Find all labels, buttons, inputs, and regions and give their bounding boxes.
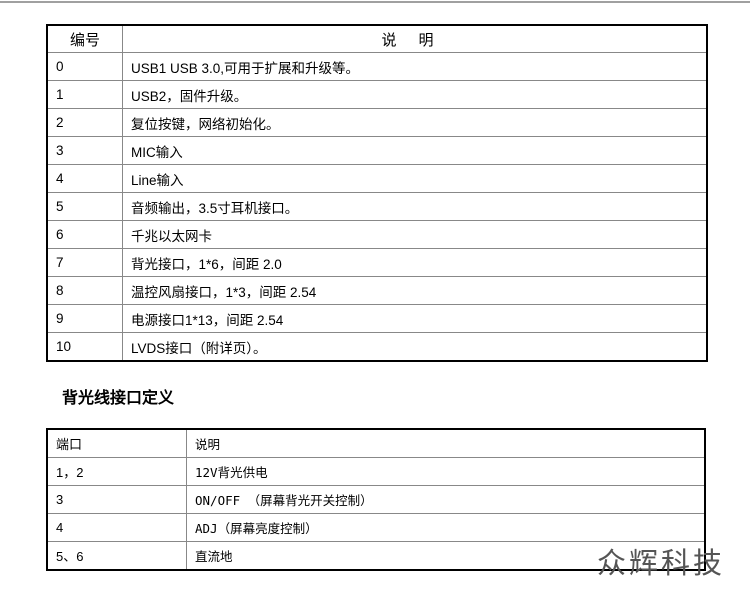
table-row: 8 温控风扇接口，1*3，间距 2.54 bbox=[46, 276, 708, 305]
table-row: 5、6 直流地 bbox=[46, 541, 706, 571]
id-cell: 5 bbox=[46, 192, 123, 221]
id-cell: 编号 bbox=[46, 24, 123, 53]
id-cell: 端口 bbox=[46, 428, 187, 458]
description-cell: USB1 USB 3.0,可用于扩展和升级等。 bbox=[122, 52, 708, 81]
section-title: 背光线接口定义 bbox=[62, 390, 175, 407]
table-row: 2 复位按键，网络初始化。 bbox=[46, 108, 708, 137]
table-row: 1，2 12V背光供电 bbox=[46, 457, 706, 486]
description-cell: ADJ（屏幕亮度控制） bbox=[186, 513, 706, 542]
id-cell: 6 bbox=[46, 220, 123, 249]
id-cell: 7 bbox=[46, 248, 123, 277]
id-cell: 9 bbox=[46, 304, 123, 333]
table-row: 1 USB2，固件升级。 bbox=[46, 80, 708, 109]
description-cell: Line输入 bbox=[122, 164, 708, 193]
description-cell: 12V背光供电 bbox=[186, 457, 706, 486]
id-cell: 10 bbox=[46, 332, 123, 362]
table-row: 4 ADJ（屏幕亮度控制） bbox=[46, 513, 706, 542]
description-cell: 复位按键，网络初始化。 bbox=[122, 108, 708, 137]
description-cell: LVDS接口（附详页）。 bbox=[122, 332, 708, 362]
id-cell: 2 bbox=[46, 108, 123, 137]
description-cell: 背光接口，1*6，间距 2.0 bbox=[122, 248, 708, 277]
table-row: 10 LVDS接口（附详页）。 bbox=[46, 332, 708, 362]
description-cell: ON/OFF （屏幕背光开关控制） bbox=[186, 485, 706, 514]
table-row: 3 MIC输入 bbox=[46, 136, 708, 165]
watermark: 众辉科技 bbox=[597, 548, 726, 580]
id-cell: 1 bbox=[46, 80, 123, 109]
top-divider bbox=[0, 1, 750, 3]
id-cell: 3 bbox=[46, 485, 187, 514]
header-row: 编号 说明 bbox=[46, 24, 708, 53]
backlight-table: 端口 说明 1，2 12V背光供电 3 ON/OFF （屏幕背光开关控制） 4 ADJ（屏幕亮… bbox=[46, 428, 706, 571]
table-row: 5 音频输出，3.5寸耳机接口。 bbox=[46, 192, 708, 221]
id-cell: 1，2 bbox=[46, 457, 187, 486]
description-cell: 说明 bbox=[122, 24, 708, 53]
description-cell: 说明 bbox=[186, 428, 706, 458]
id-cell: 4 bbox=[46, 164, 123, 193]
id-cell: 4 bbox=[46, 513, 187, 542]
description-cell: 温控风扇接口，1*3，间距 2.54 bbox=[122, 276, 708, 305]
table-row: 3 ON/OFF （屏幕背光开关控制） bbox=[46, 485, 706, 514]
id-cell: 0 bbox=[46, 52, 123, 81]
table-row: 7 背光接口，1*6，间距 2.0 bbox=[46, 248, 708, 277]
table-row: 9 电源接口1*13，间距 2.54 bbox=[46, 304, 708, 333]
table-row: 4 Line输入 bbox=[46, 164, 708, 193]
id-cell: 5、6 bbox=[46, 541, 187, 571]
header-row: 端口 说明 bbox=[46, 428, 706, 458]
description-cell: 音频输出，3.5寸耳机接口。 bbox=[122, 192, 708, 221]
table-row: 0 USB1 USB 3.0,可用于扩展和升级等。 bbox=[46, 52, 708, 81]
id-cell: 3 bbox=[46, 136, 123, 165]
table-row: 6 千兆以太网卡 bbox=[46, 220, 708, 249]
description-cell: 电源接口1*13，间距 2.54 bbox=[122, 304, 708, 333]
interface-table: 编号 说明 0 USB1 USB 3.0,可用于扩展和升级等。 1 USB2，固件升级。 2… bbox=[46, 24, 708, 362]
description-cell: USB2，固件升级。 bbox=[122, 80, 708, 109]
description-cell: MIC输入 bbox=[122, 136, 708, 165]
id-cell: 8 bbox=[46, 276, 123, 305]
description-cell: 千兆以太网卡 bbox=[122, 220, 708, 249]
description-cell: 直流地 bbox=[186, 541, 706, 571]
